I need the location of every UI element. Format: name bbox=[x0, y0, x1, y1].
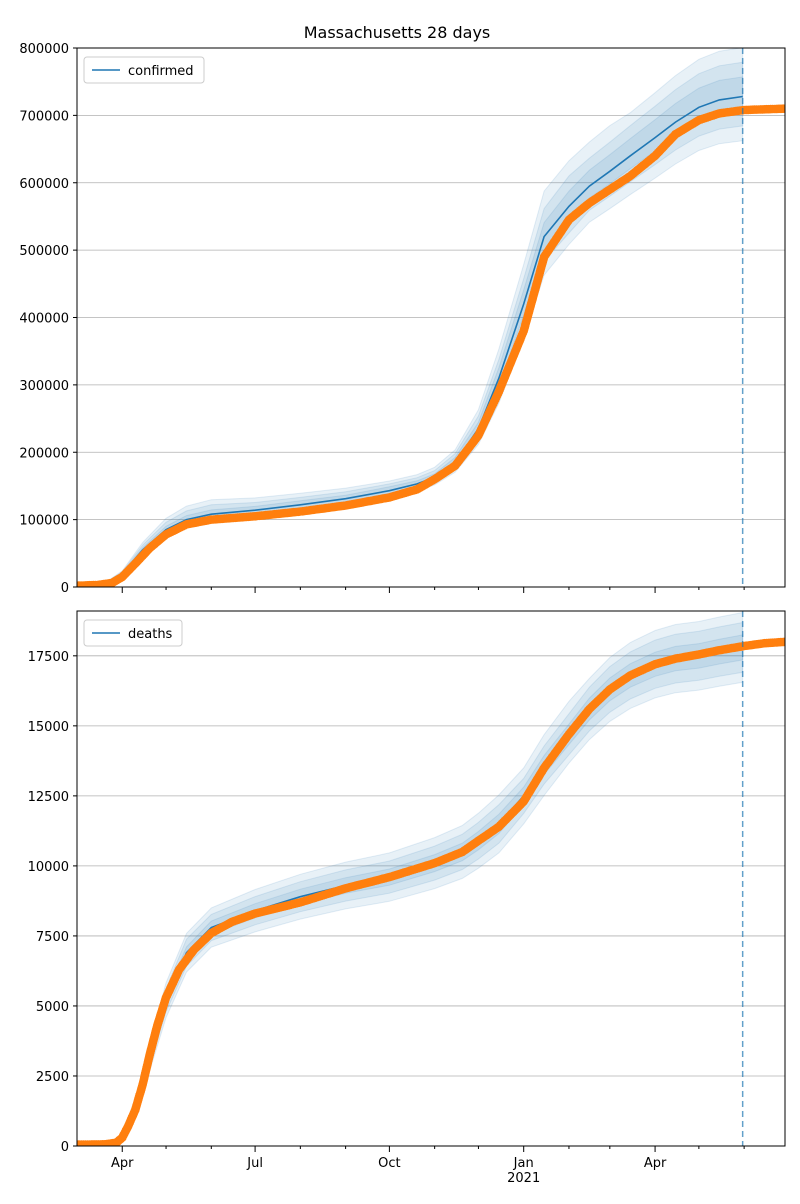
confidence-band-3 bbox=[77, 76, 744, 587]
legend: confirmed bbox=[83, 56, 205, 84]
legend-box bbox=[83, 619, 183, 647]
y-tick-label: 700000 bbox=[19, 109, 69, 124]
figure-title: Massachusetts 28 days bbox=[304, 23, 491, 42]
observed-point bbox=[780, 104, 785, 113]
y-tick-label: 0 bbox=[61, 581, 69, 596]
legend-box bbox=[83, 56, 205, 84]
y-tick-label: 10000 bbox=[28, 860, 69, 875]
y-tick-label: 15000 bbox=[28, 720, 69, 735]
confirmed-panel: 0 100000 200000 300000 400000 500000 600000 700… bbox=[19, 42, 786, 596]
y-tick-label: 600000 bbox=[19, 177, 69, 192]
y-tick-label: 200000 bbox=[19, 446, 69, 461]
x-tick-label: Oct bbox=[378, 1156, 400, 1171]
y-tick-label: 12500 bbox=[28, 790, 69, 805]
axes-frame bbox=[76, 610, 786, 1147]
y-tick-label: 500000 bbox=[19, 244, 69, 259]
y-tick-label: 7500 bbox=[36, 930, 69, 945]
x-tick-label: Jan bbox=[513, 1156, 534, 1171]
y-tick-label: 0 bbox=[61, 1140, 69, 1155]
y-tick-label: 300000 bbox=[19, 379, 69, 394]
legend-label: deaths bbox=[128, 627, 173, 642]
y-tick-label: 800000 bbox=[19, 42, 69, 57]
x-tick-label: Apr bbox=[111, 1156, 134, 1171]
y-tick-label: 100000 bbox=[19, 514, 69, 529]
observed-series bbox=[77, 637, 785, 1146]
y-tick-label: 400000 bbox=[19, 312, 69, 327]
y-tick-label: 5000 bbox=[36, 1000, 69, 1015]
y-tick-label: 2500 bbox=[36, 1070, 69, 1085]
observed-series bbox=[77, 104, 785, 587]
plot-area bbox=[77, 48, 785, 587]
y-tick-label: 17500 bbox=[28, 650, 69, 665]
x-tick-sublabel: 2021 bbox=[507, 1171, 540, 1186]
x-tick-label: Jul bbox=[246, 1156, 263, 1171]
x-tick-label: Apr bbox=[644, 1156, 667, 1171]
legend-label: confirmed bbox=[128, 64, 194, 79]
plot-area bbox=[77, 611, 785, 1146]
observed-point bbox=[780, 637, 785, 647]
legend: deaths bbox=[83, 619, 183, 647]
deaths-panel: 0 2500 5000 7500 10000 12500 15000 17500 Apr Jul O… bbox=[28, 610, 786, 1186]
